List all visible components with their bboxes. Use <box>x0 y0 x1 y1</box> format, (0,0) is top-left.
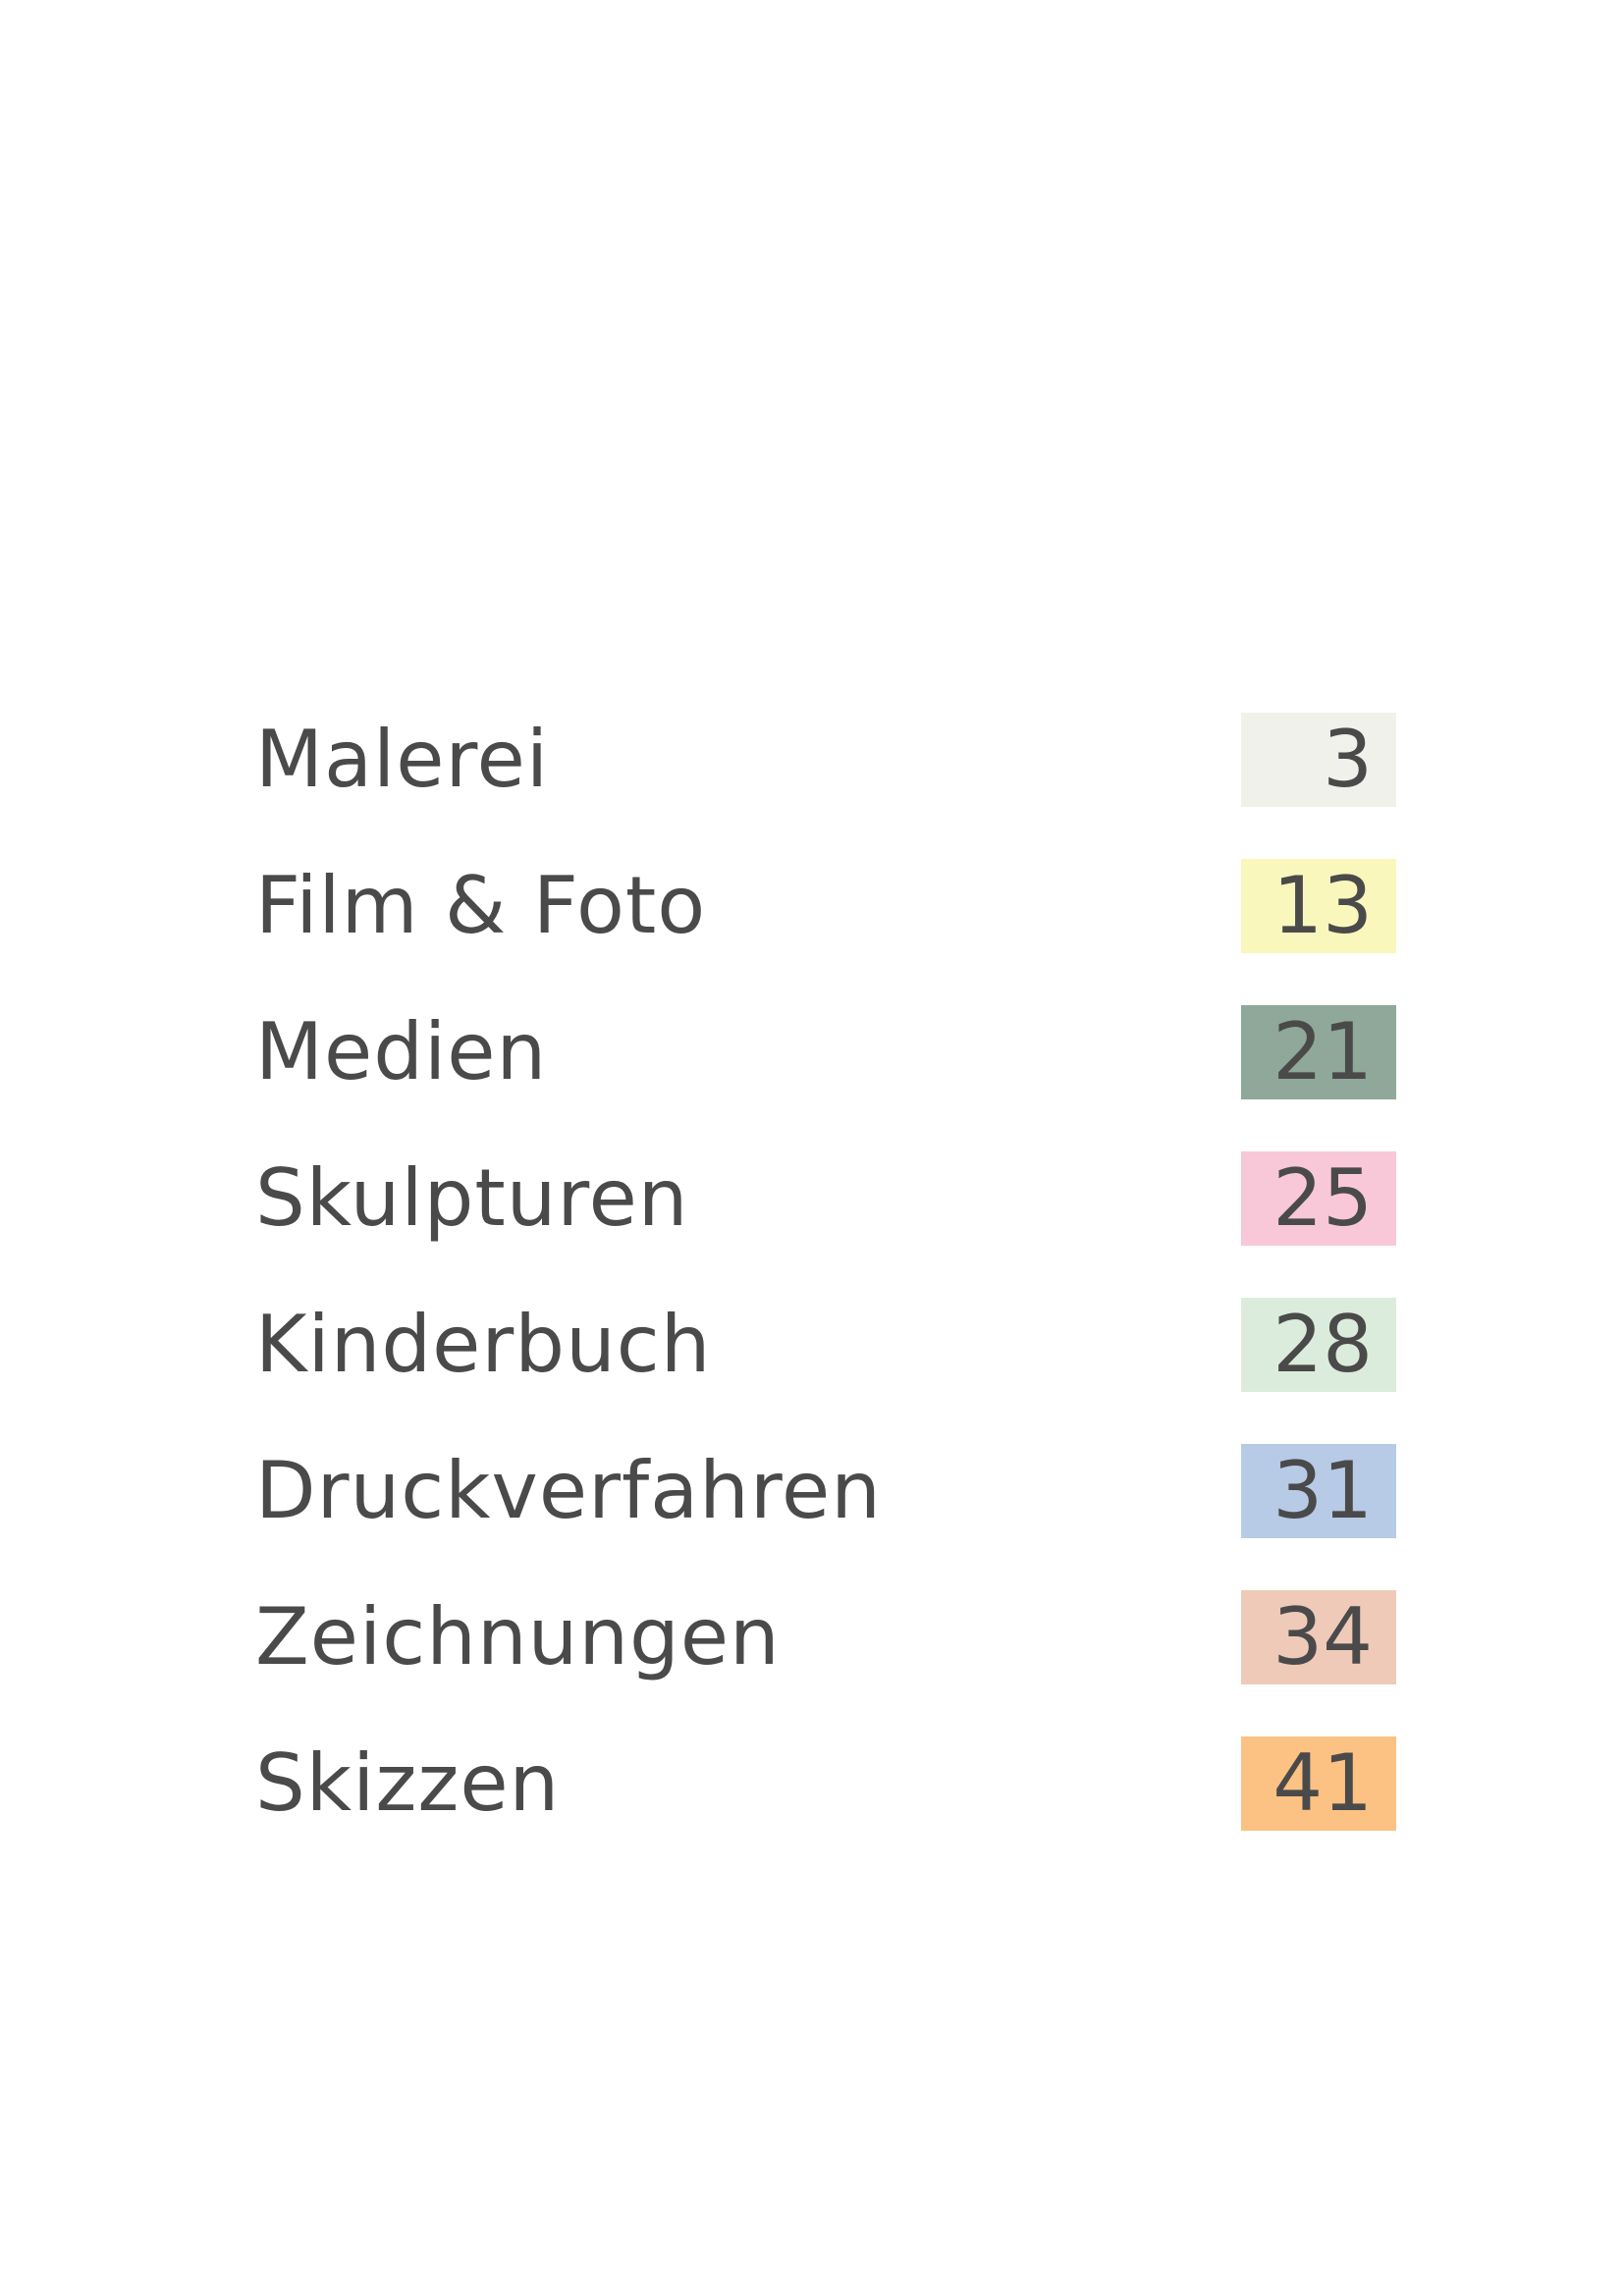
toc-row-skizzen[interactable]: Skizzen 41 <box>255 1736 1396 1883</box>
toc-row-skulpturen[interactable]: Skulpturen 25 <box>255 1151 1396 1298</box>
toc-page-number: 25 <box>1241 1151 1396 1246</box>
toc-label: Skulpturen <box>255 1152 689 1244</box>
toc-page-number: 41 <box>1241 1736 1396 1831</box>
toc-row-malerei[interactable]: Malerei 3 <box>255 713 1396 859</box>
toc-row-film-foto[interactable]: Film & Foto 13 <box>255 859 1396 1005</box>
toc-page-number: 21 <box>1241 1005 1396 1099</box>
toc-label: Skizzen <box>255 1737 561 1829</box>
toc-label: Druckverfahren <box>255 1445 882 1536</box>
toc-row-druckverfahren[interactable]: Druckverfahren 31 <box>255 1444 1396 1590</box>
toc-page-number: 3 <box>1241 713 1396 807</box>
toc-row-kinderbuch[interactable]: Kinderbuch 28 <box>255 1298 1396 1444</box>
toc-label: Malerei <box>255 714 550 805</box>
toc-page-number: 31 <box>1241 1444 1396 1538</box>
toc-page-number: 13 <box>1241 859 1396 953</box>
toc-row-medien[interactable]: Medien 21 <box>255 1005 1396 1151</box>
toc-label: Medien <box>255 1006 548 1097</box>
toc-label: Kinderbuch <box>255 1299 712 1390</box>
table-of-contents: Malerei 3 Film & Foto 13 Medien 21 Skulp… <box>255 713 1396 1883</box>
toc-label: Film & Foto <box>255 860 707 951</box>
toc-row-zeichnungen[interactable]: Zeichnungen 34 <box>255 1590 1396 1736</box>
toc-page-number: 34 <box>1241 1590 1396 1684</box>
toc-label: Zeichnungen <box>255 1591 781 1682</box>
toc-page-number: 28 <box>1241 1298 1396 1392</box>
